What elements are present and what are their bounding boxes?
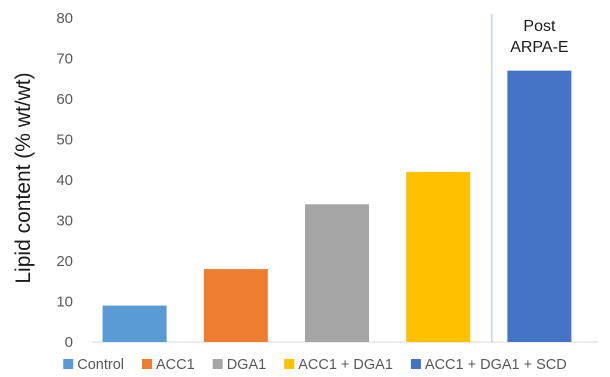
legend-label: Control	[77, 357, 124, 373]
legend-swatch	[63, 359, 74, 369]
bar-acc1-dga1-scd	[507, 70, 572, 343]
y-axis-ticks: 0 10 20 30 40 50 60 70 80	[56, 10, 73, 351]
y-tick-label: 20	[56, 253, 73, 270]
legend-item: ACC1	[142, 357, 195, 373]
y-axis-label: Lipid content (% wt/wt)	[12, 72, 35, 283]
legend-swatch	[410, 359, 421, 369]
legend-label: ACC1	[156, 357, 195, 373]
legend-item: ACC1 + DGA1 + SCD	[410, 357, 567, 373]
y-tick-label: 30	[56, 213, 73, 230]
y-tick-label: 0	[65, 334, 73, 351]
y-tick-label: 10	[56, 294, 73, 311]
legend: Control ACC1 DGA1 ACC1 + DGA1 ACC1 + DGA1 + …	[63, 357, 567, 373]
y-tick-label: 70	[56, 51, 73, 68]
legend-item: Control	[63, 357, 124, 373]
annotation-line: Post	[523, 18, 556, 35]
legend-item: ACC1 + DGA1	[284, 357, 393, 373]
bar-control	[102, 305, 167, 342]
post-arpa-e-annotation: Post ARPA-E	[510, 18, 568, 56]
y-tick-label: 60	[56, 91, 73, 108]
bar-dga1	[305, 204, 369, 342]
legend-label: ACC1 + DGA1	[298, 357, 393, 373]
legend-swatch	[212, 359, 223, 369]
legend-label: ACC1 + DGA1 + SCD	[425, 357, 567, 373]
legend-item: DGA1	[212, 357, 267, 373]
bars-group	[102, 70, 572, 343]
legend-swatch	[142, 359, 153, 369]
bar-acc1	[203, 269, 268, 342]
annotation-line: ARPA-E	[510, 39, 568, 56]
y-tick-label: 80	[56, 10, 73, 27]
legend-swatch	[284, 359, 295, 369]
y-tick-label: 40	[56, 172, 73, 189]
y-tick-label: 50	[56, 132, 73, 149]
legend-label: DGA1	[227, 357, 267, 373]
bar-acc1-dga1	[406, 171, 471, 342]
